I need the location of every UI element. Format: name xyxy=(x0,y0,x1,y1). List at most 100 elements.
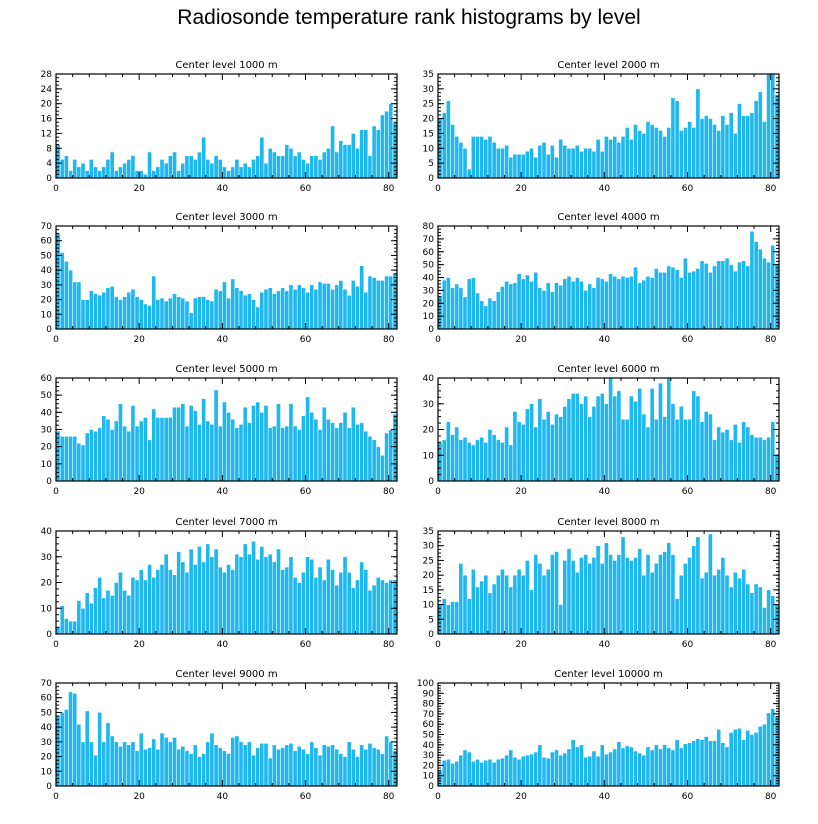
y-tick-label: 50 xyxy=(41,391,53,401)
histogram-bar xyxy=(280,427,285,482)
histogram-bar xyxy=(500,286,505,330)
histogram-bar xyxy=(222,571,227,635)
histogram-bar xyxy=(662,551,667,635)
panel-8: Center level 8000 m 0 20 40 60 80 0 5 10 15 20 25 30… xyxy=(423,517,780,650)
histogram-bar xyxy=(574,145,580,179)
histogram-bar xyxy=(757,248,763,330)
histogram-bar xyxy=(454,283,460,330)
y-tick-label: 20 xyxy=(41,296,53,306)
histogram-bar xyxy=(184,571,190,635)
histogram-bar xyxy=(550,554,555,635)
histogram-bar xyxy=(155,299,161,330)
histogram-bar xyxy=(255,559,261,635)
histogram-bar xyxy=(683,418,688,482)
histogram-bar xyxy=(317,159,323,179)
histogram-bar xyxy=(512,756,518,787)
histogram-bar xyxy=(222,166,227,179)
histogram-bar xyxy=(138,420,144,482)
histogram-bar xyxy=(579,281,584,330)
histogram-bar xyxy=(188,405,194,482)
histogram-bar xyxy=(351,280,356,330)
histogram-bar xyxy=(637,548,643,635)
histogram-bar xyxy=(330,744,335,787)
histogram-bar xyxy=(699,260,705,330)
histogram-bar xyxy=(466,278,472,330)
histogram-bar xyxy=(454,136,460,179)
histogram-bar xyxy=(645,554,651,635)
panel-2: Center level 2000 m 0 20 40 60 80 0 5 10 15 20 25 30… xyxy=(423,60,780,194)
histogram-bar xyxy=(209,162,215,179)
histogram-bar xyxy=(230,418,236,482)
histogram-bar xyxy=(737,577,742,635)
histogram-bar xyxy=(151,577,157,635)
histogram-bar xyxy=(770,73,776,179)
histogram-bar xyxy=(238,166,244,179)
histogram-bar xyxy=(334,584,340,635)
histogram-bar xyxy=(342,556,348,635)
histogram-bar xyxy=(454,426,460,482)
x-tick-label: 80 xyxy=(765,184,777,194)
histogram-bar xyxy=(641,279,647,330)
y-tick-label: 35 xyxy=(423,70,434,80)
histogram-bar xyxy=(724,574,730,635)
panel-title: Center level 9000 m xyxy=(175,669,277,680)
histogram-bar xyxy=(624,277,630,330)
histogram-bar xyxy=(76,442,82,482)
histogram-bar xyxy=(737,103,742,179)
histogram-bar xyxy=(475,586,480,635)
histogram-bar xyxy=(737,442,742,482)
histogram-bar xyxy=(209,424,215,482)
histogram-bar xyxy=(458,439,464,482)
x-tick-label: 20 xyxy=(515,335,527,345)
histogram-bar xyxy=(321,579,327,635)
x-tick-label: 80 xyxy=(383,487,395,497)
histogram-bar xyxy=(388,741,394,787)
histogram-bar xyxy=(612,560,618,635)
panel-title: Center level 3000 m xyxy=(175,212,277,223)
histogram-bar xyxy=(699,118,705,179)
histogram-bar xyxy=(213,744,219,787)
histogram-bar xyxy=(330,422,335,482)
histogram-bar xyxy=(143,417,148,482)
histogram-bar xyxy=(375,577,381,635)
y-tick-label: 60 xyxy=(41,237,53,247)
x-tick-label: 60 xyxy=(300,184,312,194)
histogram-bar xyxy=(201,753,206,787)
histogram-bar xyxy=(745,115,751,179)
histogram-bar xyxy=(267,757,273,787)
histogram-bar xyxy=(118,403,123,482)
y-tick-label: 70 xyxy=(41,222,53,232)
x-tick-label: 60 xyxy=(300,792,312,802)
y-tick-label: 10 xyxy=(423,312,435,322)
histogram-bar xyxy=(583,554,588,635)
x-tick-label: 60 xyxy=(300,335,312,345)
histogram-bar xyxy=(363,129,369,179)
histogram-bar xyxy=(184,300,190,330)
histogram-bar xyxy=(197,296,202,330)
histogram-bar xyxy=(230,737,236,787)
histogram-bar xyxy=(462,296,468,330)
histogram-bar xyxy=(59,436,65,482)
histogram-bar xyxy=(479,300,484,330)
histogram-bar xyxy=(504,754,509,787)
histogram-bar xyxy=(762,257,767,330)
histogram-bar xyxy=(695,268,701,330)
y-tick-label: 20 xyxy=(41,579,53,589)
histogram-bar xyxy=(168,741,173,787)
histogram-bar xyxy=(757,726,763,787)
panel-4: Center level 4000 m 0 20 40 60 80 0 10 20 30 40 50 6… xyxy=(423,212,780,345)
histogram-bar xyxy=(545,282,551,330)
histogram-bar xyxy=(471,277,476,330)
histogram-bar xyxy=(263,405,269,482)
histogram-bar xyxy=(301,748,306,787)
histogram-bar xyxy=(483,305,489,330)
histogram-bar xyxy=(384,582,389,635)
x-tick-label: 20 xyxy=(515,792,527,802)
histogram-bar xyxy=(388,429,394,482)
histogram-bar xyxy=(525,408,530,482)
histogram-bar xyxy=(687,272,692,330)
histogram-bar xyxy=(570,739,576,787)
histogram-bar xyxy=(188,312,194,330)
histogram-bar xyxy=(674,598,680,635)
